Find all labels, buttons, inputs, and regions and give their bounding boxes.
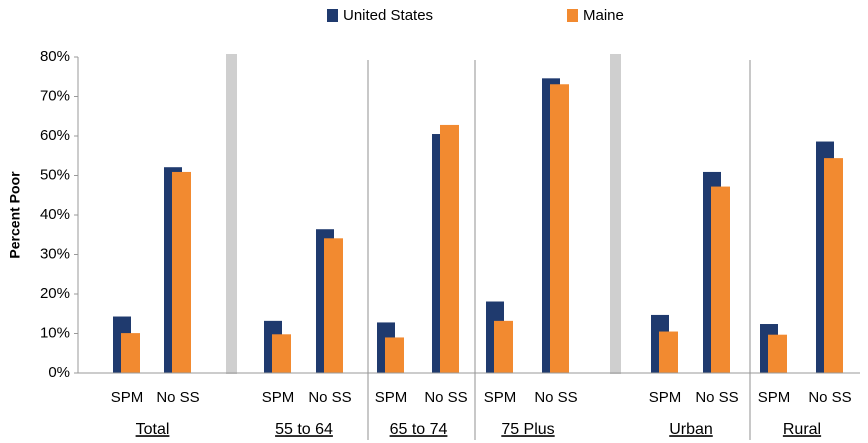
legend-swatch	[567, 9, 578, 22]
x-tick-label: SPM	[111, 389, 144, 406]
group-label: Rural	[783, 421, 821, 438]
group-label: 75 Plus	[501, 421, 554, 438]
bar	[172, 171, 191, 373]
y-tick-label: 0%	[48, 364, 70, 381]
y-tick-label: 70%	[40, 87, 70, 104]
legend-label: Maine	[583, 7, 624, 24]
x-tick-label: SPM	[262, 389, 295, 406]
x-tick-label: SPM	[649, 389, 682, 406]
bar	[659, 331, 678, 373]
bar	[324, 238, 343, 373]
bar	[494, 320, 513, 373]
y-tick-label: 40%	[40, 206, 70, 223]
x-tick-label: SPM	[484, 389, 517, 406]
y-tick-label: 60%	[40, 127, 70, 144]
bar	[711, 186, 730, 373]
bar	[440, 124, 459, 373]
y-axis-label: Percent Poor	[7, 171, 23, 259]
bar	[272, 334, 291, 373]
x-tick-label: No SS	[308, 389, 351, 406]
y-tick-label: 50%	[40, 166, 70, 183]
legend-label: United States	[343, 7, 433, 24]
bar	[385, 337, 404, 373]
bar	[824, 158, 843, 373]
group-label: Urban	[669, 421, 713, 438]
y-tick-label: 10%	[40, 324, 70, 341]
group-label: 55 to 64	[275, 421, 333, 438]
x-tick-label: No SS	[156, 389, 199, 406]
bar	[768, 334, 787, 373]
separator	[226, 54, 237, 374]
group-label: 65 to 74	[390, 421, 448, 438]
y-tick-label: 80%	[40, 48, 70, 65]
bar	[121, 333, 140, 373]
x-tick-label: No SS	[424, 389, 467, 406]
bar	[550, 84, 569, 373]
x-tick-label: SPM	[375, 389, 408, 406]
x-tick-label: No SS	[808, 389, 851, 406]
x-tick-label: No SS	[534, 389, 577, 406]
separator	[610, 54, 621, 374]
legend-swatch	[327, 9, 338, 22]
x-tick-label: No SS	[695, 389, 738, 406]
y-tick-label: 30%	[40, 245, 70, 262]
x-tick-label: SPM	[758, 389, 791, 406]
group-label: Total	[136, 421, 170, 438]
y-tick-label: 20%	[40, 285, 70, 302]
